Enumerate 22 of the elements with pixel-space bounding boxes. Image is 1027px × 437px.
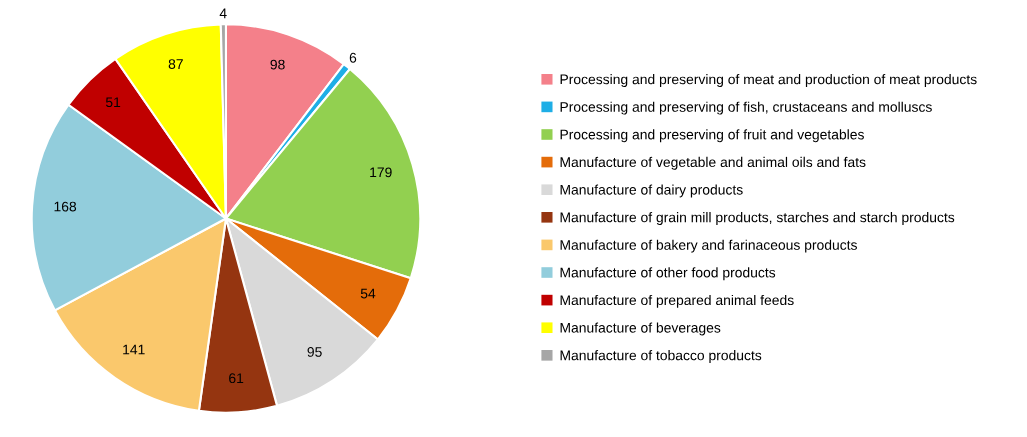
legend-label: Manufacture of grain mill products, starches and starch products (560, 212, 955, 226)
data-label: 168 (54, 201, 77, 212)
data-label: 95 (307, 347, 322, 357)
data-label: 87 (168, 59, 183, 70)
data-label: 4 (219, 8, 227, 19)
data-label: 179 (370, 167, 392, 178)
legend-label: Processing and preserving of fish, crustaceans and molluscs (560, 101, 932, 115)
legend-label: Manufacture of tobacco products (560, 350, 762, 364)
legend-label: Manufacture of bakery and farinaceous products (560, 239, 857, 253)
legend-label: Manufacture of dairy products (560, 184, 743, 198)
data-label: 141 (123, 344, 145, 355)
legend-label: Manufacture of vegetable and animal oils and fats (560, 156, 866, 170)
legend-label: Manufacture of beverages (560, 322, 721, 336)
data-label: 51 (105, 97, 121, 108)
data-label: 6 (349, 52, 357, 63)
legend-label: Processing and preserving of meat and production of meat products (560, 74, 977, 87)
data-label: 61 (229, 373, 244, 384)
data-label: 54 (360, 288, 376, 299)
legend-label: Processing and preserving of fruit and vegetables (560, 129, 864, 143)
data-label: 98 (270, 59, 285, 70)
legend-label: Manufacture of prepared animal feeds (560, 294, 794, 308)
legend-label: Manufacture of other food products (560, 267, 776, 281)
